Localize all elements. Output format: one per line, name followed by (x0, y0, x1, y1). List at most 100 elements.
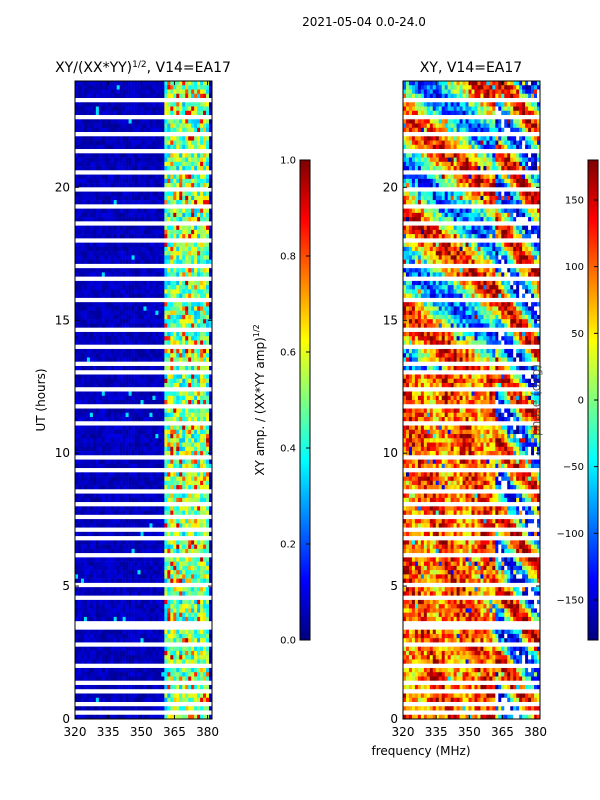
heatmap-cell (149, 523, 153, 528)
heatmap-cell (131, 382, 135, 388)
heatmap-cell (194, 246, 198, 252)
heatmap-cell (128, 387, 132, 392)
heatmap-cell (107, 200, 112, 205)
heatmap-cell (161, 89, 165, 95)
heatmap-cell (143, 263, 147, 269)
heatmap-cell (149, 208, 153, 214)
heatmap-cell (116, 102, 120, 107)
heatmap-cell (83, 268, 88, 273)
heatmap-cell (182, 357, 186, 363)
heatmap-cell (116, 98, 120, 103)
heatmap-cell (206, 536, 210, 541)
heatmap-cell (119, 212, 123, 218)
heatmap-cell (92, 429, 97, 435)
heatmap-cell (122, 378, 126, 384)
heatmap-cell (191, 246, 195, 252)
heatmap-cell (134, 357, 138, 363)
heatmap-cell (113, 204, 117, 209)
heatmap-cell (83, 285, 88, 290)
heatmap-cell (179, 136, 183, 141)
heatmap-cell (80, 166, 85, 171)
heatmap-cell (152, 157, 156, 163)
heatmap-cell (155, 455, 159, 460)
heatmap-cell (161, 187, 165, 192)
heatmap-cell (167, 404, 171, 409)
heatmap-cell (104, 89, 109, 95)
heatmap-cell (137, 170, 141, 175)
heatmap-cell (77, 523, 82, 528)
heatmap-cell (188, 348, 192, 354)
heatmap-cell (131, 374, 135, 380)
heatmap-cell (92, 276, 97, 282)
heatmap-cell (89, 510, 94, 516)
heatmap-cell (149, 331, 153, 337)
heatmap-cell (209, 468, 213, 473)
heatmap-cell (191, 395, 195, 401)
heatmap-cell (137, 425, 141, 431)
heatmap-cell (155, 166, 159, 171)
heatmap-cell (101, 195, 106, 201)
heatmap-cell (122, 489, 126, 494)
heatmap-cell (125, 204, 129, 209)
heatmap-cell (116, 289, 120, 294)
heatmap-cell (173, 506, 177, 511)
heatmap-cell (161, 217, 165, 222)
heatmap-cell (92, 387, 97, 392)
heatmap-cell (95, 442, 100, 448)
heatmap-cell (92, 378, 97, 384)
heatmap-cell (209, 412, 213, 418)
heatmap-cell (170, 229, 174, 235)
heatmap-cell (83, 123, 88, 129)
heatmap-cell (122, 289, 126, 294)
heatmap-cell (191, 480, 195, 486)
heatmap-cell (170, 459, 174, 465)
heatmap-cell (203, 212, 207, 218)
heatmap-cell (155, 297, 159, 303)
heatmap-cell (200, 259, 204, 265)
heatmap-cell (173, 357, 177, 363)
heatmap-cell (86, 251, 91, 256)
heatmap-cell (134, 115, 138, 120)
heatmap-cell (131, 455, 135, 460)
heatmap-cell (113, 98, 117, 103)
heatmap-cell (176, 242, 180, 248)
heatmap-cell (170, 395, 174, 401)
heatmap-cell (191, 123, 195, 129)
heatmap-cell (203, 289, 207, 294)
heatmap-cell (155, 81, 159, 86)
heatmap-cell (170, 400, 174, 405)
heatmap-cell (182, 297, 186, 303)
heatmap-cell (86, 353, 91, 358)
heatmap-cell (89, 136, 94, 141)
heatmap-cell (182, 174, 186, 180)
heatmap-cell (101, 229, 106, 235)
heatmap-cell (179, 174, 183, 180)
heatmap-cell (95, 123, 100, 129)
heatmap-cell (110, 200, 115, 205)
heatmap-cell (149, 506, 153, 511)
heatmap-cell (83, 468, 88, 473)
heatmap-cell (75, 408, 79, 414)
heatmap-cell (200, 106, 204, 112)
heatmap-cell (131, 174, 135, 180)
heatmap-cell (170, 382, 174, 388)
heatmap-cell (77, 221, 82, 226)
heatmap-cell (77, 378, 82, 384)
heatmap-cell (197, 89, 201, 95)
heatmap-cell (146, 170, 150, 175)
heatmap-cell (170, 531, 174, 537)
heatmap-cell (143, 174, 147, 180)
heatmap-cell (131, 378, 135, 384)
heatmap-cell (75, 255, 79, 260)
heatmap-cell (98, 408, 103, 414)
heatmap-cell (92, 297, 97, 303)
heatmap-cell (191, 106, 195, 112)
heatmap-cell (161, 510, 165, 516)
heatmap-cell (134, 234, 138, 239)
heatmap-cell (101, 493, 106, 499)
heatmap-cell (92, 493, 97, 499)
heatmap-cell (176, 178, 180, 184)
heatmap-cell (200, 268, 204, 273)
heatmap-cell (77, 123, 82, 129)
heatmap-cell (80, 434, 85, 439)
